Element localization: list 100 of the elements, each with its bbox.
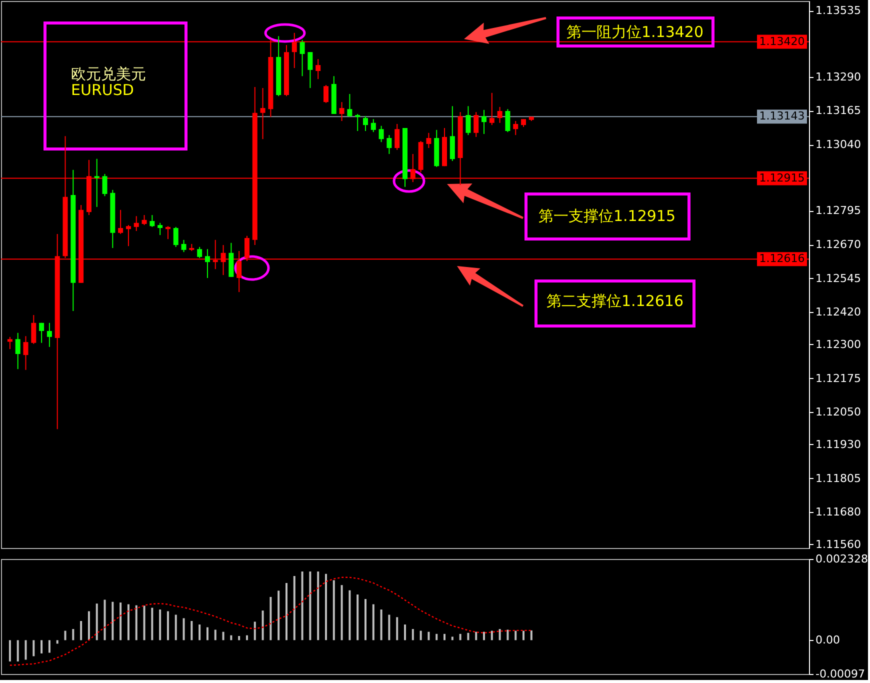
candlestick	[204, 248, 210, 279]
y-tick-label: 1.13290	[816, 70, 861, 84]
y-tick-label: 1.11560	[816, 538, 861, 551]
bar	[475, 632, 478, 640]
bar	[120, 602, 122, 640]
bar	[230, 635, 232, 640]
bar	[48, 640, 50, 653]
bar	[467, 632, 470, 640]
bar	[80, 621, 82, 640]
candlestick	[386, 134, 392, 154]
bar	[104, 600, 106, 640]
bar	[324, 574, 327, 640]
y-tick-label: 1.11930	[816, 438, 861, 451]
bar	[88, 611, 90, 640]
y-tick-label: 0.002328	[816, 552, 868, 566]
candlestick	[347, 93, 352, 118]
bar	[356, 594, 359, 640]
bar	[174, 614, 177, 640]
candlestick	[7, 336, 12, 350]
ref-line-label: 1.13143	[759, 110, 805, 123]
y-tick-label: 1.12050	[816, 406, 861, 419]
bar	[135, 605, 138, 640]
bar	[428, 632, 430, 640]
bar	[506, 630, 509, 640]
bar	[190, 621, 193, 640]
candlestick	[126, 224, 131, 247]
bar	[412, 629, 414, 640]
bar	[151, 608, 154, 640]
bar	[483, 632, 486, 640]
bar	[317, 571, 320, 640]
y-tick-label: 1.11805	[816, 472, 861, 485]
annotation: EURUSD	[71, 81, 134, 99]
bar	[301, 571, 304, 640]
y-tick-label: -0.00097	[816, 668, 865, 680]
bar	[530, 630, 532, 640]
candlestick	[260, 88, 266, 140]
bar	[32, 640, 35, 656]
candlestick	[102, 173, 108, 197]
bar	[254, 622, 256, 640]
y-tick-label: 1.11680	[816, 506, 861, 519]
candlestick	[165, 226, 170, 240]
bar	[40, 640, 43, 654]
bar	[420, 630, 422, 640]
bar	[451, 636, 454, 640]
candlestick	[394, 123, 400, 150]
bar	[8, 640, 11, 662]
candlestick	[323, 84, 328, 104]
y-tick-label: 1.13165	[816, 104, 861, 118]
bar	[238, 636, 240, 640]
bar	[514, 630, 517, 640]
annotation: 第二支撑位1.12616	[546, 292, 684, 310]
bar	[364, 599, 366, 640]
candlestick	[513, 120, 518, 136]
bar	[56, 640, 58, 644]
bar	[380, 609, 382, 640]
candlestick	[300, 39, 305, 77]
candlestick	[362, 116, 368, 132]
bar	[372, 604, 374, 640]
candlestick	[466, 106, 471, 136]
y-tick-label: 1.12795	[816, 204, 861, 218]
candlestick	[339, 102, 344, 122]
bar	[340, 585, 343, 640]
bar	[436, 634, 438, 640]
bar	[285, 582, 288, 640]
candlestick	[308, 52, 313, 89]
bar	[159, 609, 162, 640]
bar	[64, 630, 66, 640]
bar	[166, 611, 169, 640]
y-tick-label: 0.00	[816, 634, 840, 647]
candlestick	[158, 222, 163, 236]
bar	[348, 590, 351, 640]
candlestick	[150, 214, 155, 228]
bar	[222, 632, 224, 640]
y-tick-label: 1.12545	[816, 272, 861, 285]
candlestick	[474, 112, 479, 138]
bar	[270, 596, 272, 640]
bar	[182, 618, 185, 640]
y-tick-label: 1.12300	[816, 338, 861, 351]
candlestick	[134, 216, 139, 232]
candlestick	[94, 158, 100, 208]
bar	[278, 590, 280, 640]
bar	[388, 614, 390, 640]
y-tick-label: 1.13535	[816, 4, 861, 18]
bar	[16, 640, 19, 662]
candlestick	[370, 118, 376, 133]
bar	[332, 580, 335, 640]
candlestick	[15, 332, 20, 370]
bar	[490, 630, 493, 640]
candlestick	[489, 92, 494, 126]
candlestick	[197, 246, 202, 259]
annotation: 第一支撑位1.12915	[538, 207, 676, 225]
ref-line-label: 1.12616	[759, 252, 805, 266]
annotation: 欧元兑美元	[71, 65, 146, 83]
y-tick-label: 1.12420	[816, 306, 861, 319]
bar	[72, 629, 74, 640]
candlestick	[173, 226, 178, 248]
candlestick	[497, 106, 502, 124]
y-tick-label: 1.12175	[816, 372, 861, 385]
candlestick	[39, 322, 44, 344]
y-tick-label: 1.12670	[816, 238, 861, 251]
